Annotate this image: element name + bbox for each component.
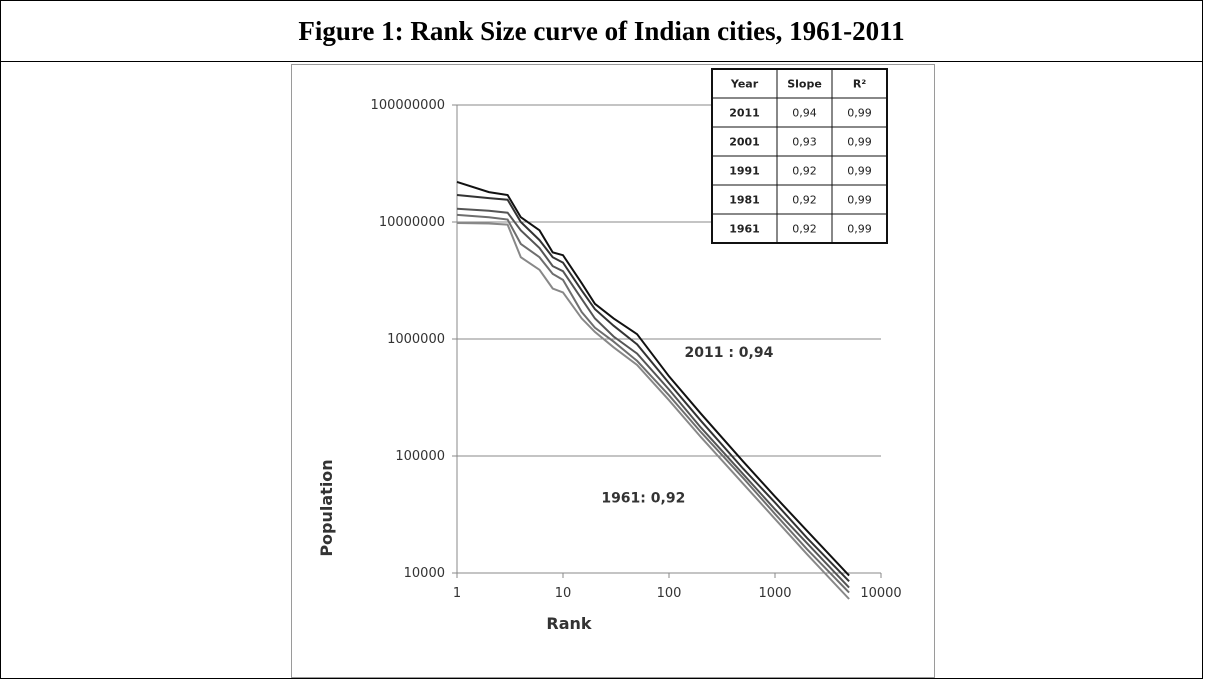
table-cell: 0,94: [792, 107, 817, 120]
table-cell: 0,92: [792, 165, 817, 178]
table-header-cell: Year: [730, 78, 759, 91]
table-header-cell: R²: [853, 78, 866, 91]
rank-size-chart: 10000 100000 1000000 10000000 100000000 1 10 10…: [317, 68, 902, 633]
y-tick-label: 10000000: [379, 215, 445, 230]
table-cell: 1961: [729, 223, 760, 236]
x-tick-label: 1: [453, 586, 461, 601]
table-cell: 0,99: [847, 136, 872, 149]
table-cell: 1981: [729, 194, 760, 207]
series-line-1981: [456, 213, 850, 594]
y-tick-label: 100000000: [371, 98, 445, 113]
x-tick-label: 100: [657, 586, 682, 601]
x-axis-title: Rank: [546, 614, 592, 633]
axis-layer: 10000 100000 1000000 10000000 100000000 1 10 10…: [371, 98, 902, 601]
table-cell: 0,93: [792, 136, 817, 149]
x-tick-label: 10: [555, 586, 572, 601]
table-cell: 0,99: [847, 223, 872, 236]
table-cell: 2001: [729, 136, 760, 149]
table-cell: 0,99: [847, 165, 872, 178]
table-cell: 1991: [729, 165, 760, 178]
annotation-1961: 1961: 0,92: [601, 491, 685, 507]
series-line-2001: [456, 194, 850, 582]
table-cell: 0,92: [792, 223, 817, 236]
figure-title: Figure 1: Rank Size curve of Indian citi…: [298, 15, 905, 46]
series-layer: [456, 180, 850, 600]
y-tick-label: 100000: [395, 449, 445, 464]
series-line-1961: [456, 222, 850, 600]
x-tick-label: 10000: [860, 586, 901, 601]
table-cell: 0,99: [847, 107, 872, 120]
y-tick-label: 10000: [404, 566, 445, 581]
x-tick-label: 1000: [758, 586, 791, 601]
annotation-2011: 2011 : 0,94: [684, 345, 773, 361]
y-axis-title: Population: [317, 459, 336, 556]
chart-box: 10000 100000 1000000 10000000 100000000 1 10 10…: [291, 64, 935, 678]
table-header-cell: Slope: [787, 78, 822, 91]
series-line-2011: [456, 180, 850, 577]
inset-table: Year Slope R² 2011 0,94 0,99 2001 0,93 0,99 1991 0…: [711, 68, 888, 244]
table-cell: 2011: [729, 107, 760, 120]
title-row: Figure 1: Rank Size curve of Indian citi…: [1, 1, 1202, 62]
table-cell: 0,99: [847, 194, 872, 207]
table-cell: 0,92: [792, 194, 817, 207]
y-tick-label: 1000000: [387, 332, 445, 347]
